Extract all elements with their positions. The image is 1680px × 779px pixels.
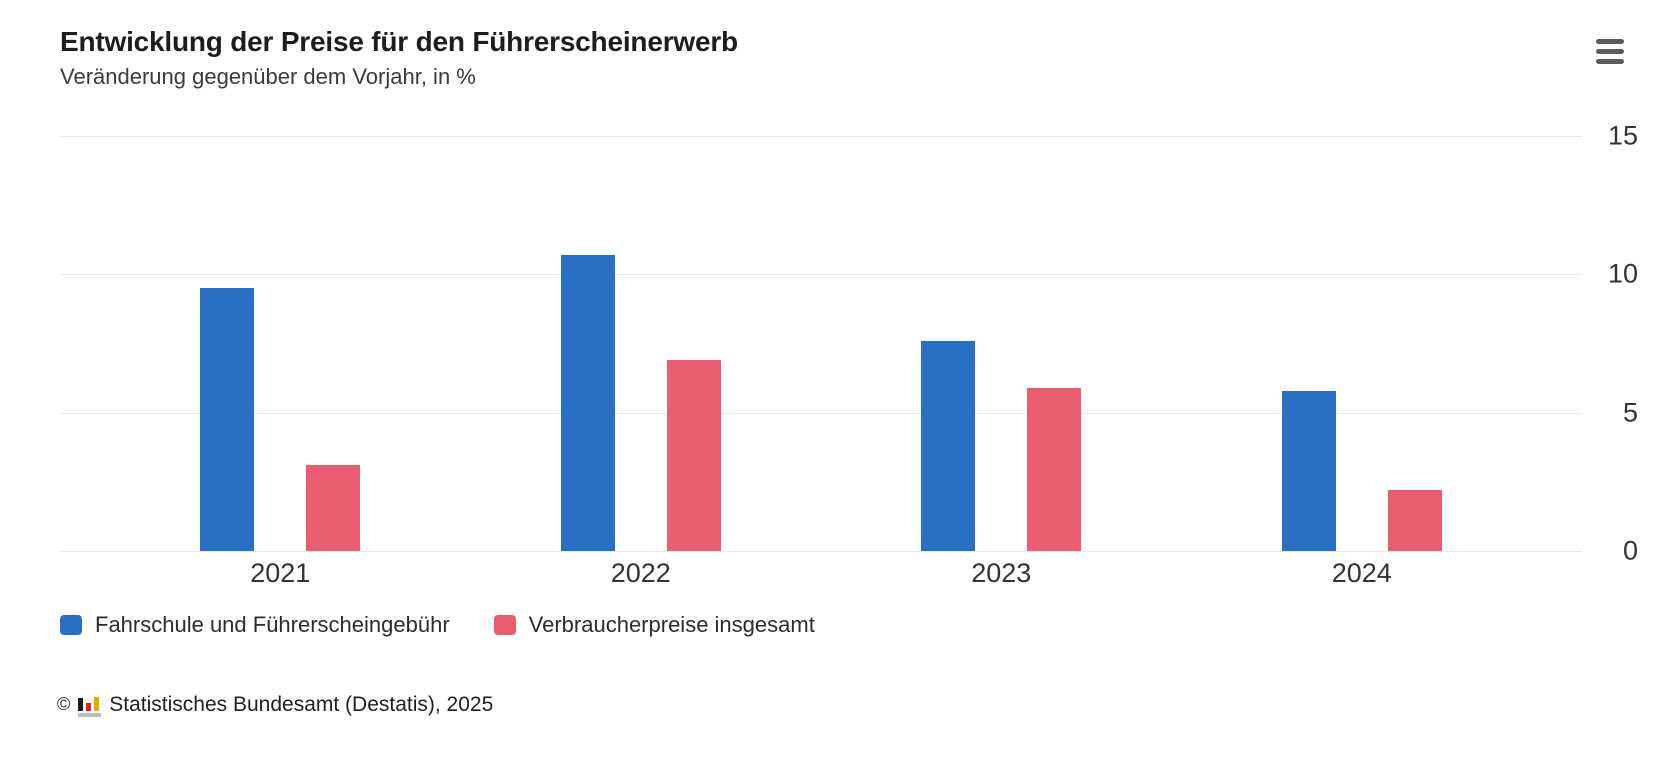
bar-2024-fahrschule[interactable] [1281, 390, 1336, 551]
x-axis-label-2024: 2024 [1331, 558, 1392, 588]
bar-group-2024 [1182, 136, 1543, 551]
bar-chart-plot-area [60, 136, 1582, 552]
x-axis: 2021 2022 2023 2024 [60, 558, 1582, 589]
bar-group-2023 [821, 136, 1182, 551]
bar-group-2021 [100, 136, 461, 551]
bar-2021-fahrschule[interactable] [200, 288, 255, 551]
gridline [60, 551, 1582, 552]
bar-2022-verbraucherpreise[interactable] [666, 360, 721, 551]
x-axis-label-2023: 2023 [971, 558, 1032, 588]
bar-2023-fahrschule[interactable] [921, 340, 976, 551]
source-line: © Statistisches Bundesamt (Destatis), 20… [57, 692, 493, 717]
hamburger-menu-button[interactable] [1596, 39, 1626, 67]
destatis-bar-chart-logo-icon [78, 692, 102, 717]
legend-swatch-icon [60, 615, 82, 635]
x-axis-label-2021: 2021 [250, 558, 311, 588]
y-tick-label: 15 [1607, 120, 1638, 151]
bar-2022-fahrschule[interactable] [560, 255, 615, 551]
gridline [60, 136, 1582, 137]
y-tick-label: 10 [1607, 258, 1638, 289]
hamburger-menu-icon [1596, 49, 1624, 54]
legend-item: Fahrschule und Führerscheingebühr [60, 612, 450, 638]
legend-label: Verbraucherpreise insgesamt [528, 612, 815, 637]
bar-2023-verbraucherpreise[interactable] [1027, 387, 1082, 551]
bar-groups [60, 136, 1582, 551]
legend-item: Verbraucherpreise insgesamt [493, 612, 815, 638]
chart-legend: Fahrschule und Führerscheingebühr Verbrau… [60, 612, 815, 638]
hamburger-menu-icon [1596, 39, 1624, 44]
bar-group-2022 [461, 136, 822, 551]
hamburger-menu-icon [1596, 59, 1624, 64]
source-text: Statistisches Bundesamt (Destatis), 2025 [109, 692, 494, 716]
y-tick-label: 5 [1622, 397, 1638, 428]
bar-2021-verbraucherpreise[interactable] [306, 465, 361, 551]
gridline [60, 274, 1582, 276]
bar-2024-verbraucherpreise[interactable] [1387, 490, 1442, 551]
chart-title: Entwicklung der Preise für den Führersch… [60, 26, 738, 57]
gridline [60, 412, 1582, 414]
legend-label: Fahrschule und Führerscheingebühr [95, 612, 450, 637]
copyright-symbol: © [57, 694, 71, 714]
x-axis-label-2022: 2022 [610, 558, 671, 588]
chart-subtitle: Veränderung gegenüber dem Vorjahr, in % [60, 64, 476, 89]
legend-swatch-icon [493, 615, 516, 635]
y-tick-label: 0 [1622, 535, 1638, 566]
